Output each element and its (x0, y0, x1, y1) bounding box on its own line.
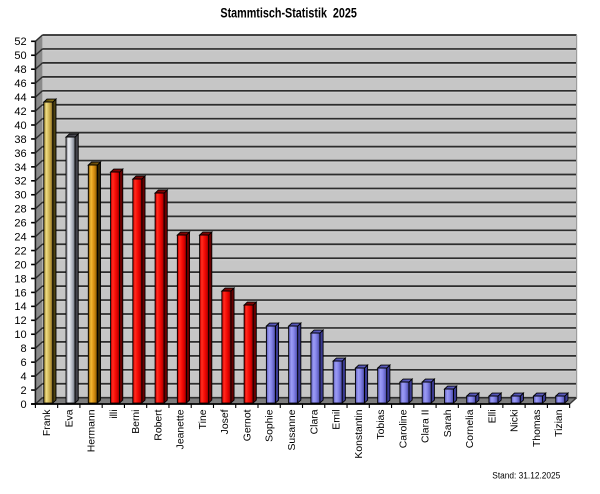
svg-text:Gernot: Gernot (242, 409, 253, 441)
svg-text:Tobias: Tobias (376, 410, 387, 440)
svg-text:40: 40 (14, 120, 26, 132)
svg-text:44: 44 (14, 92, 26, 104)
svg-text:Susanne: Susanne (287, 409, 298, 450)
svg-text:14: 14 (14, 301, 26, 313)
svg-text:Robert: Robert (153, 409, 164, 440)
svg-text:32: 32 (14, 176, 26, 188)
svg-text:34: 34 (14, 162, 26, 174)
svg-text:50: 50 (14, 50, 26, 62)
svg-text:Tine: Tine (198, 409, 209, 429)
svg-text:28: 28 (14, 204, 26, 216)
svg-text:48: 48 (14, 64, 26, 76)
svg-text:Konstantin: Konstantin (354, 409, 365, 458)
svg-text:Jeanette: Jeanette (176, 409, 187, 449)
svg-text:Josef: Josef (220, 409, 231, 434)
svg-text:Thomas: Thomas (532, 410, 543, 448)
svg-text:Sarah: Sarah (443, 409, 454, 437)
svg-text:Stammtisch-Statistik 2025: Stammtisch-Statistik 2025 (220, 6, 357, 21)
svg-text:30: 30 (14, 190, 26, 202)
svg-text:Elli: Elli (487, 410, 498, 424)
svg-text:38: 38 (14, 134, 26, 146)
svg-text:Nicki: Nicki (510, 410, 521, 433)
svg-text:8: 8 (20, 343, 26, 355)
svg-text:Emil: Emil (332, 410, 343, 430)
svg-text:10: 10 (14, 329, 26, 341)
svg-text:Clara II: Clara II (421, 410, 432, 444)
svg-text:Berni: Berni (131, 410, 142, 434)
svg-text:Stand: 31.12.2025: Stand: 31.12.2025 (492, 470, 560, 480)
svg-text:20: 20 (14, 259, 26, 271)
svg-text:26: 26 (14, 218, 26, 230)
svg-text:2: 2 (20, 385, 26, 397)
svg-text:16: 16 (14, 287, 26, 299)
svg-text:6: 6 (20, 357, 26, 369)
svg-text:illi: illi (109, 410, 120, 419)
svg-text:22: 22 (14, 246, 26, 258)
svg-text:Hermann: Hermann (87, 409, 98, 452)
svg-text:0: 0 (20, 399, 26, 411)
svg-text:36: 36 (14, 148, 26, 160)
svg-text:4: 4 (20, 371, 26, 383)
svg-text:12: 12 (14, 315, 26, 327)
svg-text:Clara: Clara (309, 409, 320, 434)
svg-text:18: 18 (14, 273, 26, 285)
svg-text:Caroline: Caroline (398, 409, 409, 448)
svg-text:Tizian: Tizian (554, 409, 565, 437)
svg-text:Cornelia: Cornelia (465, 409, 476, 448)
svg-text:Frank: Frank (42, 409, 53, 436)
svg-text:Eva: Eva (64, 409, 75, 427)
svg-text:Sophie: Sophie (265, 409, 276, 442)
svg-text:42: 42 (14, 106, 26, 118)
svg-text:46: 46 (14, 78, 26, 90)
svg-text:24: 24 (14, 232, 26, 244)
svg-text:52: 52 (14, 36, 26, 48)
